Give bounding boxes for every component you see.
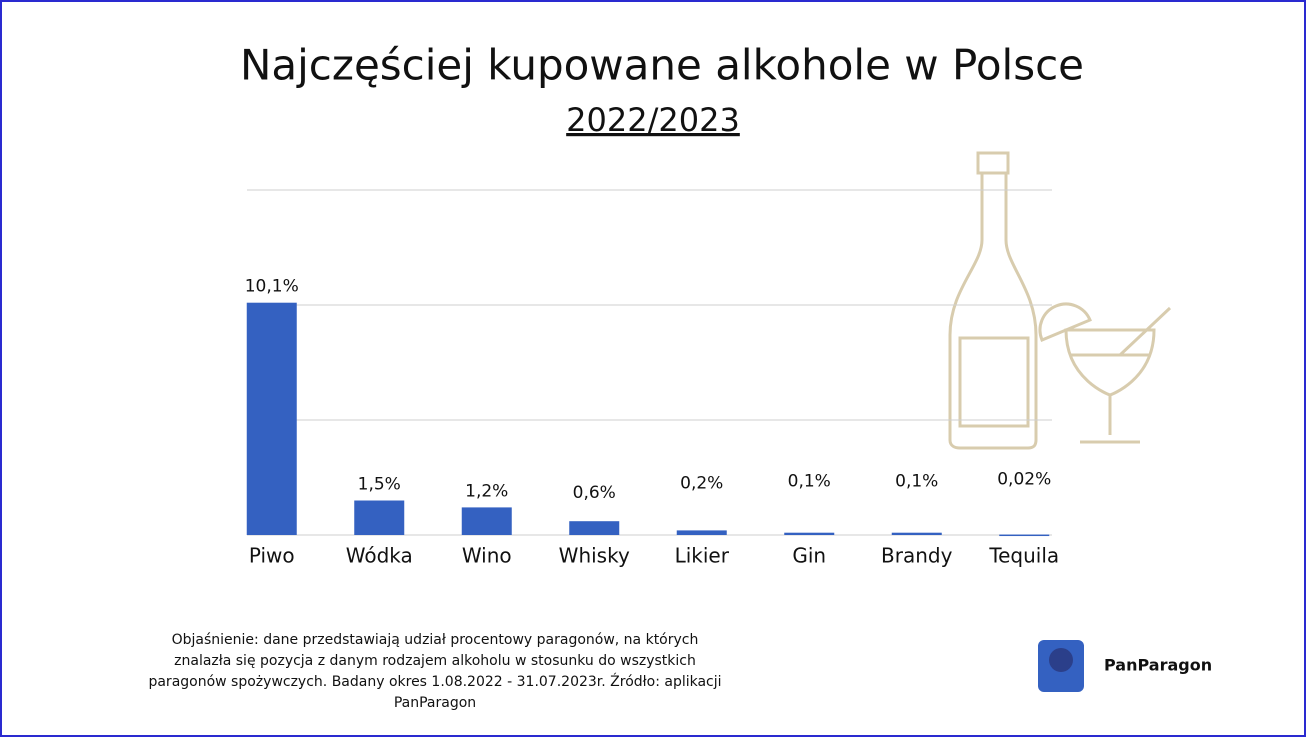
brand-name: PanParagon — [1104, 656, 1212, 675]
x-tick-label: Brandy — [881, 544, 953, 568]
bar — [246, 302, 297, 535]
bar — [891, 532, 942, 535]
x-tick-label: Likier — [675, 544, 730, 568]
chart-subtitle: 2022/2023 — [566, 101, 740, 139]
bar — [676, 530, 727, 535]
x-tick-label: Wódka — [346, 544, 413, 568]
footnote: PanParagon — [394, 695, 476, 711]
x-tick-label: Wino — [462, 544, 512, 568]
brand-logo: PanParagon — [1038, 640, 1212, 692]
bar — [999, 534, 1050, 537]
value-label: 10,1% — [245, 277, 299, 297]
footnote: paragonów spożywczych. Badany okres 1.08… — [148, 672, 721, 690]
bar — [354, 500, 405, 535]
value-label: 0,1% — [895, 471, 938, 491]
bar — [461, 507, 512, 535]
value-label: 1,5% — [358, 475, 401, 495]
value-label: 1,2% — [465, 481, 508, 501]
footnote: znalazła się pozycja z danym rodzajem al… — [174, 653, 696, 669]
x-tick-label: Whisky — [559, 544, 630, 568]
bar — [784, 532, 835, 535]
x-tick-label: Tequila — [988, 544, 1059, 568]
value-label: 0,6% — [573, 483, 616, 503]
value-label: 0,02% — [997, 469, 1051, 489]
bottle-icon — [948, 151, 1172, 450]
bar — [569, 521, 620, 535]
x-tick-label: Piwo — [249, 544, 295, 568]
footnote: Objaśnienie: dane przedstawiają udział p… — [172, 632, 699, 648]
chart-title: Najczęściej kupowane alkohole w Polsce — [240, 41, 1084, 90]
x-tick-label: Gin — [792, 544, 826, 568]
value-label: 0,2% — [680, 474, 723, 494]
value-label: 0,1% — [788, 471, 831, 491]
